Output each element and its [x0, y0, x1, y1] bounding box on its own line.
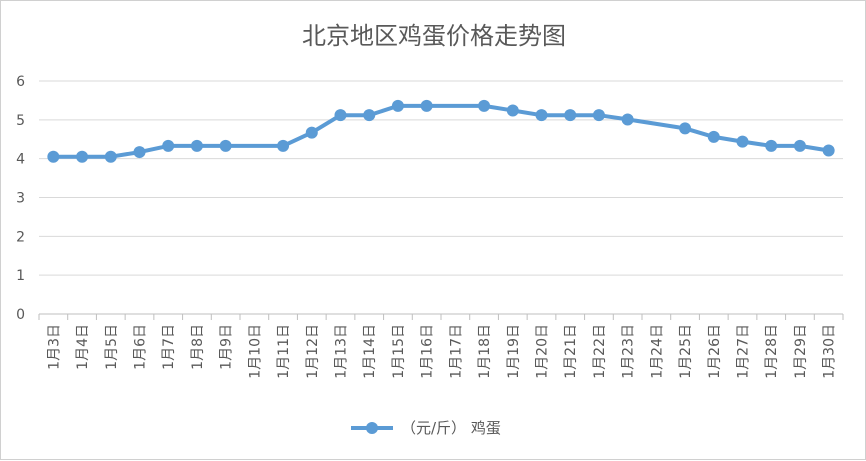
data-point[interactable] — [277, 139, 290, 152]
x-tick-label: 1月19日 — [506, 324, 522, 379]
y-tick-label: 6 — [16, 74, 25, 90]
data-point[interactable] — [564, 109, 577, 122]
x-tick-label: 1月24日 — [649, 324, 665, 379]
y-tick-label: 4 — [16, 152, 25, 168]
data-point[interactable] — [822, 144, 835, 157]
x-tick-label: 1月26日 — [707, 324, 723, 379]
x-tick-label: 1月22日 — [592, 324, 608, 379]
legend-entry-label: （元/斤） 鸡蛋 — [401, 419, 501, 437]
data-point[interactable] — [219, 139, 232, 152]
data-point[interactable] — [736, 135, 749, 148]
x-tick-label: 1月10日 — [247, 324, 263, 379]
y-axis-tick-labels: 0 1 2 3 4 5 6 — [16, 74, 25, 323]
data-point[interactable] — [621, 113, 634, 126]
x-tick-label: 1月6日 — [133, 324, 149, 370]
data-point[interactable] — [190, 139, 203, 152]
data-point[interactable] — [535, 109, 548, 122]
legend-marker-swatch — [366, 422, 378, 434]
x-tick-label: 1月4日 — [75, 324, 91, 370]
data-point[interactable] — [334, 109, 347, 122]
x-tick-label: 1月9日 — [219, 324, 235, 370]
x-tick-label: 1月5日 — [104, 324, 120, 370]
x-tick-label: 1月11日 — [276, 324, 292, 379]
x-tick-label: 1月28日 — [764, 324, 780, 379]
series-layer — [47, 99, 835, 163]
x-tick-label: 1月18日 — [477, 324, 493, 379]
x-tick-label: 1月15日 — [391, 324, 407, 379]
data-point[interactable] — [104, 150, 117, 163]
x-axis-tick-labels: 1月3日 1月4日 1月5日 1月6日 1月7日 1月8日 1月9日 1月10日 1月11日 1月… — [46, 324, 837, 379]
x-tick-label: 1月16日 — [420, 324, 436, 379]
data-point[interactable] — [391, 99, 404, 112]
data-point[interactable] — [363, 109, 376, 122]
x-tick-label: 1月14日 — [362, 324, 378, 379]
y-tick-label: 0 — [16, 307, 25, 323]
x-tick-label: 1月21日 — [563, 324, 579, 379]
data-point[interactable] — [592, 109, 605, 122]
x-tick-label: 1月27日 — [736, 324, 752, 379]
data-point[interactable] — [506, 104, 519, 117]
x-tick-label: 1月20日 — [535, 324, 551, 379]
data-point[interactable] — [707, 130, 720, 143]
data-point[interactable] — [793, 139, 806, 152]
data-point[interactable] — [420, 99, 433, 112]
data-point[interactable] — [162, 139, 175, 152]
y-tick-label: 2 — [16, 229, 25, 245]
axes — [38, 313, 844, 320]
x-tick-label: 1月30日 — [822, 324, 838, 379]
data-point[interactable] — [47, 150, 60, 163]
x-tick-label: 1月3日 — [46, 324, 62, 370]
data-point[interactable] — [133, 146, 146, 159]
x-tick-label: 1月7日 — [161, 324, 177, 370]
y-tick-label: 1 — [16, 268, 25, 284]
data-point[interactable] — [478, 99, 491, 112]
y-tick-label: 5 — [16, 113, 25, 129]
gridlines — [39, 80, 843, 276]
data-point[interactable] — [305, 126, 318, 139]
chart-title: 北京地区鸡蛋价格走势图 — [302, 22, 566, 50]
x-tick-label: 1月13日 — [334, 324, 350, 379]
x-tick-label: 1月12日 — [305, 324, 321, 379]
legend[interactable]: （元/斤） 鸡蛋 — [351, 419, 501, 437]
x-tick-label: 1月29日 — [793, 324, 809, 379]
data-point[interactable] — [679, 122, 692, 135]
x-tick-label: 1月8日 — [190, 324, 206, 370]
data-point[interactable] — [76, 150, 89, 163]
x-tick-label: 1月23日 — [621, 324, 637, 379]
x-tick-label: 1月17日 — [448, 324, 464, 379]
y-tick-label: 3 — [16, 191, 25, 207]
data-point[interactable] — [765, 139, 778, 152]
x-tick-label: 1月25日 — [678, 324, 694, 379]
